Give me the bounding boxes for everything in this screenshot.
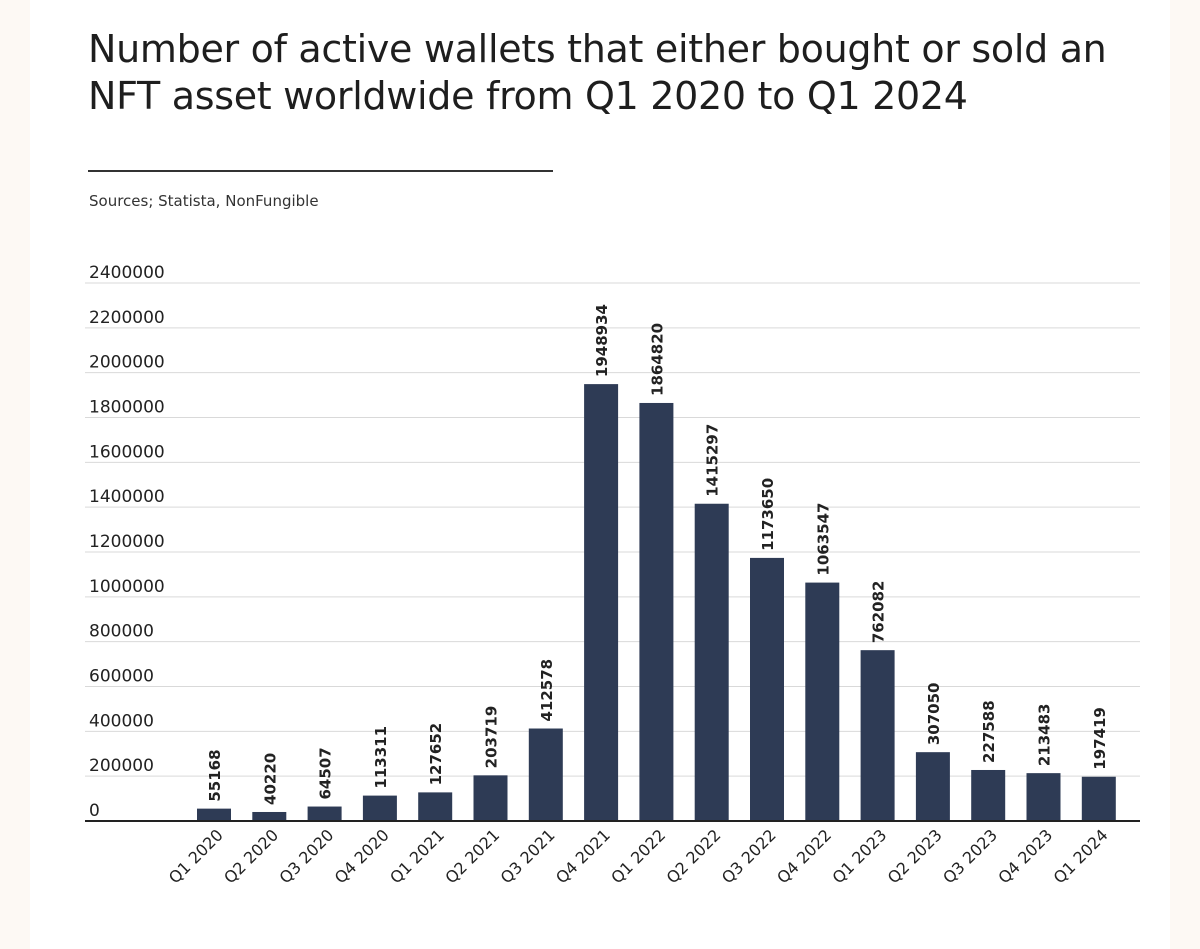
bar: [528, 728, 563, 821]
bar-value-label: 1948934: [593, 304, 611, 377]
bar-value-label: 1415297: [704, 424, 722, 497]
x-tick-label: Q1 2024: [1050, 825, 1112, 887]
bar-value-label: 1864820: [648, 323, 666, 396]
x-tick-label: Q1 2022: [607, 825, 669, 887]
x-tick-label: Q3 2020: [276, 825, 338, 887]
bar: [915, 752, 950, 821]
bar: [971, 769, 1006, 821]
y-tick-label: 400000: [89, 711, 154, 731]
x-tick-label: Q1 2021: [386, 825, 448, 887]
bar-value-label: 227588: [980, 700, 998, 763]
bar-value-label: 64507: [317, 747, 335, 799]
bar-value-label: 197419: [1091, 707, 1109, 770]
y-tick-label: 0: [89, 801, 100, 821]
y-tick-label: 1400000: [89, 487, 165, 507]
bar-value-label: 203719: [483, 706, 501, 769]
x-tick-label: Q2 2022: [663, 825, 725, 887]
bar: [1026, 773, 1061, 821]
x-tick-label: Q4 2021: [552, 825, 614, 887]
y-tick-label: 2200000: [89, 308, 165, 328]
y-tick-label: 2000000: [89, 353, 165, 373]
bar: [418, 792, 453, 821]
bar: [860, 650, 895, 821]
x-tick-label: Q3 2023: [939, 825, 1001, 887]
bar: [1081, 776, 1116, 821]
x-tick-label: Q4 2022: [773, 825, 835, 887]
bar: [805, 582, 840, 821]
x-tick-label: Q3 2021: [497, 825, 559, 887]
bar: [362, 795, 397, 821]
bar: [584, 384, 619, 821]
x-tick-label: Q2 2021: [441, 825, 503, 887]
bar: [252, 811, 287, 821]
y-tick-label: 2400000: [89, 263, 165, 283]
y-tick-label: 200000: [89, 756, 154, 776]
bar-value-label: 1173650: [759, 478, 777, 551]
bar-value-label: 1063547: [814, 503, 832, 576]
bar: [473, 775, 508, 821]
y-tick-label: 1800000: [89, 398, 165, 418]
x-tick-label: Q4 2020: [331, 825, 393, 887]
source-note: Sources; Statista, NonFungible: [89, 192, 319, 210]
chart-title: Number of active wallets that either bou…: [88, 27, 1107, 118]
y-tick-label: 1000000: [89, 577, 165, 597]
x-tick-label: Q1 2023: [829, 825, 891, 887]
x-tick-label: Q2 2023: [884, 825, 946, 887]
title-divider: [88, 170, 553, 172]
bar-value-label: 762082: [870, 581, 888, 644]
y-tick-label: 800000: [89, 622, 154, 642]
bar-value-label: 55168: [206, 749, 224, 801]
bar-value-label: 127652: [427, 723, 445, 786]
bar: [750, 557, 784, 821]
bar-value-label: 40220: [261, 753, 279, 805]
bar-value-label: 412578: [538, 659, 556, 722]
bar-value-label: 113311: [372, 726, 390, 789]
x-tick-label: Q1 2020: [165, 825, 227, 887]
y-tick-label: 1200000: [89, 532, 165, 552]
bar: [639, 402, 674, 821]
bar: [307, 806, 342, 821]
y-tick-label: 1600000: [89, 442, 165, 462]
y-tick-label: 600000: [89, 667, 154, 687]
bar-value-label: 307050: [925, 683, 943, 746]
bar: [694, 503, 729, 821]
x-tick-label: Q2 2020: [220, 825, 282, 887]
bar: [197, 808, 231, 821]
bar-value-label: 213483: [1036, 704, 1054, 767]
x-tick-label: Q4 2023: [994, 825, 1056, 887]
x-tick-label: Q3 2022: [718, 825, 780, 887]
